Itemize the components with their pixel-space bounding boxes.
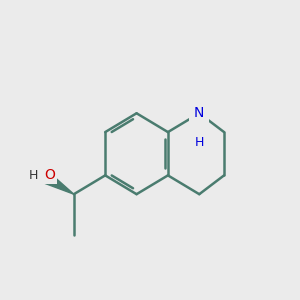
Text: O: O — [44, 168, 55, 182]
Text: H: H — [195, 136, 204, 149]
Text: H: H — [28, 169, 38, 182]
Polygon shape — [43, 172, 74, 194]
Text: N: N — [194, 106, 205, 120]
